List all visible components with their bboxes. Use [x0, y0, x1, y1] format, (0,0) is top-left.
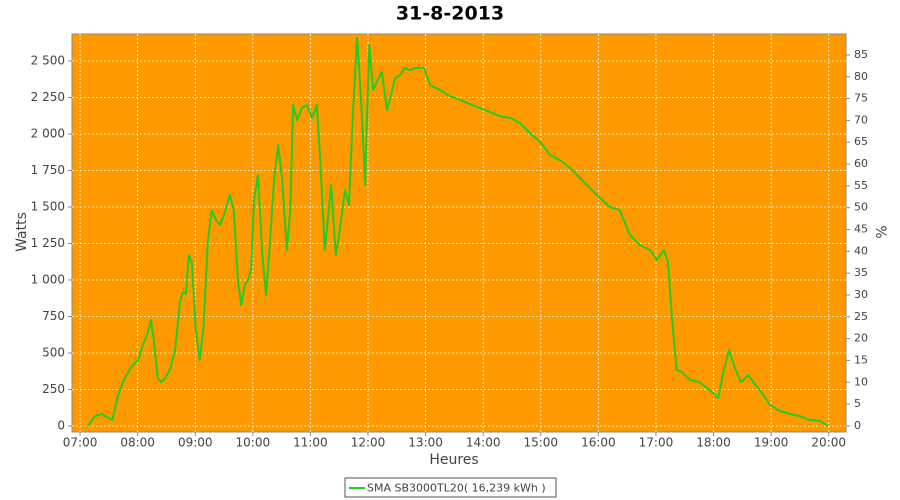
y2-tick-label: 45: [854, 223, 868, 236]
y2-tick-label: 0: [854, 419, 861, 432]
y2-tick-label: 20: [854, 332, 868, 345]
y-tick-label: 1 000: [31, 273, 65, 287]
x-tick-label: 11:00: [293, 436, 328, 450]
y-tick-label: 750: [42, 309, 65, 323]
x-tick-label: 14:00: [466, 436, 501, 450]
legend-label: SMA SB3000TL20( 16,239 kWh ): [367, 482, 546, 495]
y2-tick-label: 10: [854, 375, 868, 388]
plot-area: [71, 33, 847, 433]
legend-box: [344, 477, 557, 498]
x-tick-label: 17:00: [639, 436, 674, 450]
x-tick-label: 10:00: [236, 436, 271, 450]
x-axis-title: Heures: [429, 452, 478, 468]
x-tick-label: 08:00: [120, 436, 155, 450]
y-tick-label: 1 500: [31, 200, 65, 214]
x-tick-label: 13:00: [408, 436, 443, 450]
y-tick-label: 2 500: [31, 54, 65, 68]
y-tick-label: 2 250: [31, 90, 65, 104]
y2-tick-label: 5: [854, 397, 861, 410]
x-tick-label: 20:00: [811, 436, 846, 450]
y-tick-label: 1 250: [31, 236, 65, 250]
y2-tick-label: 85: [854, 48, 868, 61]
y2-tick-label: 30: [854, 288, 868, 301]
y2-tick-label: 50: [854, 201, 868, 214]
y-tick-label: 2 000: [31, 127, 65, 141]
y-tick-label: 500: [42, 346, 65, 360]
y2-tick-label: 25: [854, 310, 868, 323]
y-tick-label: 1 750: [31, 163, 65, 177]
y2-tick-label: 35: [854, 266, 868, 279]
x-tick-label: 18:00: [696, 436, 731, 450]
y-tick-label: 250: [42, 382, 65, 396]
y2-tick-label: 80: [854, 70, 868, 83]
y2-tick-label: 75: [854, 92, 868, 105]
x-tick-label: 07:00: [63, 436, 98, 450]
y2-tick-label: 15: [854, 353, 868, 366]
y2-tick-label: 65: [854, 135, 868, 148]
series-line: [87, 36, 829, 427]
chart-title: 31-8-2013: [396, 3, 504, 25]
x-tick-label: 12:00: [351, 436, 386, 450]
y2-tick-label: 60: [854, 157, 868, 170]
y2-axis-title: %: [872, 225, 888, 238]
y-tick-label: 0: [57, 419, 65, 433]
y2-tick-label: 70: [854, 113, 868, 126]
y-axis-title: Watts: [14, 212, 30, 252]
x-tick-label: 09:00: [178, 436, 213, 450]
x-tick-label: 15:00: [523, 436, 558, 450]
y2-tick-label: 55: [854, 179, 868, 192]
y2-tick-label: 40: [854, 244, 868, 257]
x-tick-label: 19:00: [754, 436, 789, 450]
x-tick-label: 16:00: [581, 436, 616, 450]
